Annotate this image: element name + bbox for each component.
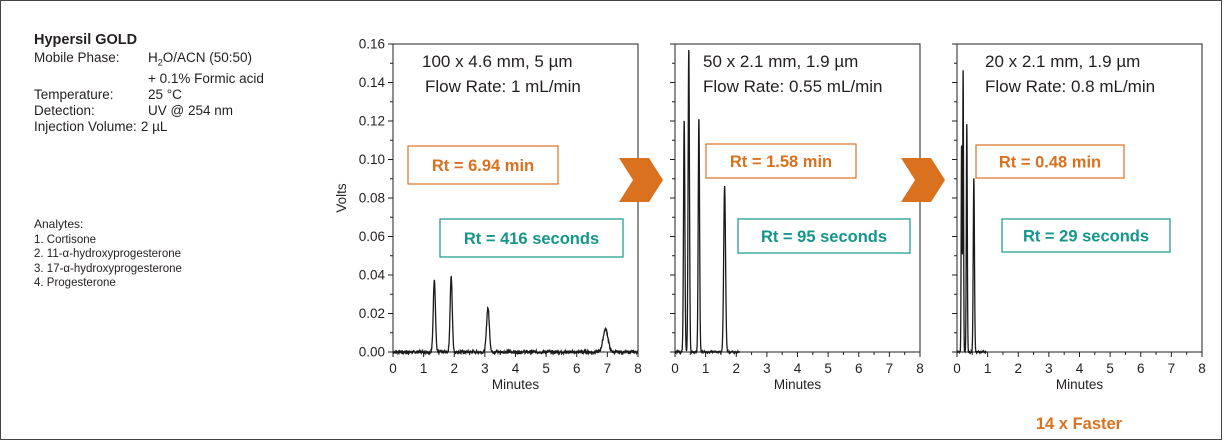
analytes-heading: Analytes:	[34, 217, 84, 231]
chromatogram-panel-3: 0 1 2 3 4 5 6 7 8 Minutes 20 x 2.1 mm, 1.9 µm Flow …	[952, 43, 1206, 392]
x-tick-label: 7	[886, 361, 894, 376]
mobile-phase-values: H2O/ACN (50:50) + 0.1% Formic acid	[148, 50, 264, 87]
mobile-phase-label: Mobile Phase:	[34, 50, 120, 65]
x-tick-label: 7	[1168, 361, 1176, 376]
chevron-arrow-2	[901, 158, 945, 202]
x-tick-label: 5	[824, 361, 832, 376]
x-tick-label: 6	[1137, 361, 1145, 376]
mobile-phase-prefix: H	[148, 50, 158, 65]
detection-value: UV @ 254 nm	[148, 102, 233, 118]
temperature-label: Temperature:	[34, 86, 114, 102]
retention-time-min-label: Rt = 0.48 min	[999, 154, 1101, 172]
x-tick-label: 1	[420, 361, 428, 376]
retention-time-seconds-label: Rt = 95 seconds	[761, 228, 887, 246]
x-tick-label: 3	[763, 361, 771, 376]
y-tick-label: 0.12	[359, 114, 385, 129]
flow-rate-label: Flow Rate: 0.55 mL/min	[703, 77, 883, 96]
y-tick-label: 0.16	[359, 37, 385, 52]
x-tick-label: 5	[1106, 361, 1114, 376]
temperature-row: Temperature: 25 °C	[34, 87, 324, 103]
chromatogram-trace	[956, 70, 987, 355]
x-tick-label: 7	[604, 361, 612, 376]
chevron-arrow-1	[619, 158, 663, 202]
x-tick-label: 6	[573, 361, 581, 376]
retention-time-seconds-label: Rt = 29 seconds	[1023, 228, 1149, 246]
x-tick-label: 8	[634, 361, 642, 376]
x-tick-label: 0	[671, 361, 679, 376]
speed-summary-label: 14 x Faster	[1036, 415, 1123, 433]
y-tick-label: 0.14	[359, 75, 386, 90]
detection-row: Detection: UV @ 254 nm	[34, 103, 324, 119]
column-dimensions-label: 20 x 2.1 mm, 1.9 µm	[985, 52, 1140, 71]
x-tick-label: 8	[1198, 361, 1206, 376]
x-tick-label: 8	[916, 361, 924, 376]
y-tick-label: 0.06	[359, 229, 385, 244]
flow-rate-label: Flow Rate: 1 mL/min	[425, 77, 581, 96]
y-tick-label: 0.04	[359, 268, 386, 283]
retention-time-min-box	[705, 143, 857, 179]
mobile-phase-additive: + 0.1% Formic acid	[148, 70, 264, 86]
x-tick-label: 5	[542, 361, 550, 376]
retention-time-seconds-box	[1001, 218, 1171, 253]
method-info-panel: Hypersil GOLD Mobile Phase: H2O/ACN (50:…	[34, 32, 324, 135]
x-tick-label: 0	[953, 361, 961, 376]
x-tick-label: 2	[450, 361, 458, 376]
analyte-item: 4. Progesterone	[34, 277, 116, 289]
y-tick-label: 0.10	[359, 152, 385, 167]
retention-time-min-label: Rt = 6.94 min	[432, 157, 534, 175]
analytes-list: Analytes: 1. Cortisone 2. 11-α-hydroxypr…	[34, 217, 182, 291]
injection-row: Injection Volume: 2 µL	[34, 119, 324, 135]
retention-time-min-label: Rt = 1.58 min	[730, 153, 832, 171]
x-tick-label: 0	[389, 361, 397, 376]
x-tick-label: 4	[1076, 361, 1084, 376]
detection-label: Detection:	[34, 102, 95, 118]
analyte-item: 2. 11-α-hydroxyprogesterone	[34, 248, 182, 260]
y-tick-label: 0.00	[359, 345, 385, 360]
x-tick-label: 3	[481, 361, 489, 376]
chromatogram-panel-1: 0 1 2 3 4 5 6 7 8 Minutes 0.00 0.02 0.04 0.06 0.08 0.10…	[334, 37, 642, 393]
mobile-phase-row: Mobile Phase: H2O/ACN (50:50) + 0.1% For…	[34, 50, 324, 87]
x-tick-label: 2	[732, 361, 740, 376]
x-axis-label: Minutes	[774, 377, 822, 392]
retention-time-min-box	[407, 145, 559, 185]
x-tick-label: 1	[702, 361, 710, 376]
injection-value: 2 µL	[140, 118, 168, 134]
x-tick-label: 4	[512, 361, 520, 376]
temperature-value: 25 °C	[148, 86, 182, 102]
chromatogram-trace	[674, 49, 740, 356]
retention-time-seconds-box	[439, 218, 624, 258]
x-tick-label: 1	[984, 361, 992, 376]
x-axis-label: Minutes	[1056, 377, 1104, 392]
retention-time-min-box	[975, 144, 1125, 179]
analyte-item: 3. 17-α-hydroxyprogesterone	[34, 262, 182, 275]
column-brand-title: Hypersil GOLD	[34, 32, 138, 48]
x-tick-label: 3	[1045, 361, 1053, 376]
chromatogram-trace	[392, 275, 639, 356]
retention-time-seconds-box	[737, 218, 911, 254]
y-tick-label: 0.02	[359, 306, 385, 321]
column-dimensions-label: 100 x 4.6 mm, 5 µm	[422, 52, 573, 71]
y-tick-label: 0.08	[359, 191, 385, 206]
x-tick-label: 4	[794, 361, 802, 376]
y-axis-label: Volts	[334, 183, 349, 213]
retention-time-seconds-label: Rt = 416 seconds	[464, 230, 599, 248]
column-dimensions-label: 50 x 2.1 mm, 1.9 µm	[703, 52, 858, 71]
x-axis-label: Minutes	[492, 377, 540, 392]
mobile-phase-suffix: O/ACN (50:50)	[162, 50, 253, 65]
analyte-item: 1. Cortisone	[34, 233, 97, 246]
x-tick-label: 2	[1014, 361, 1022, 376]
mobile-phase-value: H2O/ACN (50:50)	[148, 50, 264, 71]
injection-label: Injection Volume:	[34, 118, 137, 134]
flow-rate-label: Flow Rate: 0.8 mL/min	[985, 77, 1155, 96]
chromatogram-panel-2: 0 1 2 3 4 5 6 7 8 Minutes 50 x 2.1 mm, 1.9 µm Flow …	[670, 43, 924, 392]
mobile-phase-subscript: 2	[157, 57, 163, 68]
x-tick-label: 6	[855, 361, 863, 376]
